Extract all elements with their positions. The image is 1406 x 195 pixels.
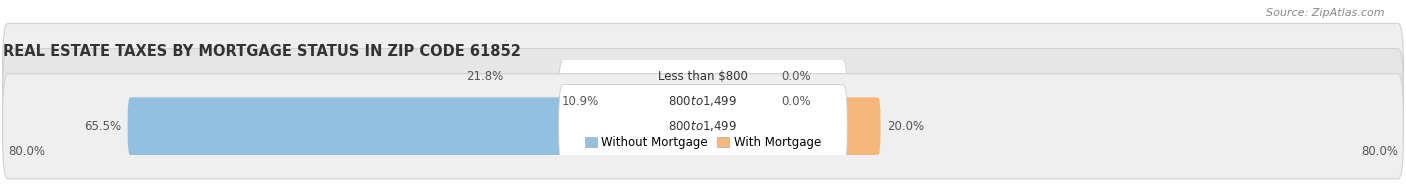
- FancyBboxPatch shape: [558, 59, 848, 143]
- Text: 0.0%: 0.0%: [782, 95, 811, 108]
- FancyBboxPatch shape: [510, 47, 706, 105]
- Text: Source: ZipAtlas.com: Source: ZipAtlas.com: [1267, 8, 1385, 18]
- Text: REAL ESTATE TAXES BY MORTGAGE STATUS IN ZIP CODE 61852: REAL ESTATE TAXES BY MORTGAGE STATUS IN …: [3, 44, 522, 59]
- FancyBboxPatch shape: [3, 49, 1403, 154]
- FancyBboxPatch shape: [700, 47, 776, 105]
- Text: 10.9%: 10.9%: [561, 95, 599, 108]
- Text: 80.0%: 80.0%: [1361, 145, 1398, 158]
- FancyBboxPatch shape: [558, 34, 848, 118]
- Text: 21.8%: 21.8%: [467, 69, 503, 82]
- FancyBboxPatch shape: [700, 97, 880, 155]
- FancyBboxPatch shape: [605, 72, 706, 130]
- FancyBboxPatch shape: [128, 97, 706, 155]
- Legend: Without Mortgage, With Mortgage: Without Mortgage, With Mortgage: [581, 132, 825, 154]
- Text: 20.0%: 20.0%: [887, 120, 924, 133]
- FancyBboxPatch shape: [558, 84, 848, 168]
- FancyBboxPatch shape: [3, 74, 1403, 179]
- FancyBboxPatch shape: [3, 23, 1403, 129]
- Text: $800 to $1,499: $800 to $1,499: [668, 94, 738, 108]
- Text: 65.5%: 65.5%: [84, 120, 121, 133]
- Text: $800 to $1,499: $800 to $1,499: [668, 119, 738, 133]
- Text: 80.0%: 80.0%: [8, 145, 45, 158]
- Text: 0.0%: 0.0%: [782, 69, 811, 82]
- Text: Less than $800: Less than $800: [658, 69, 748, 82]
- FancyBboxPatch shape: [700, 72, 776, 130]
